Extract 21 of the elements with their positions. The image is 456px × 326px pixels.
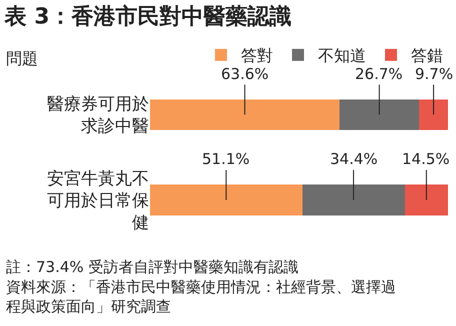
data-label: 26.7%: [355, 65, 403, 83]
y-tick-label: 安宮牛黃丸不可用於日常保健: [47, 168, 149, 234]
legend-label: 答錯: [411, 46, 443, 66]
data-label: 9.7%: [415, 65, 454, 83]
bar: [340, 99, 420, 130]
source-note: 資料來源：「香港市民中醫藥使用情況：社經背景、選擇過程與政策面向」研究調查: [6, 278, 396, 316]
data-label: 63.6%: [221, 65, 269, 83]
bar: [419, 99, 448, 130]
data-label: 14.5%: [402, 150, 450, 168]
bar: [150, 184, 302, 216]
data-label: 34.4%: [330, 150, 378, 168]
bar: [150, 99, 340, 130]
legend-label: 答對: [241, 46, 273, 66]
text: 問題: [6, 49, 38, 68]
chart-title: 表 3：香港市民對中醫藥認識: [4, 4, 292, 30]
text: 註：73.4% 受訪者自評對中醫藥知識有認識: [6, 258, 298, 276]
legend-label: 不知道: [318, 46, 366, 66]
bar: [302, 184, 405, 216]
bar: [404, 184, 448, 216]
data-label: 51.1%: [202, 150, 250, 168]
y-tick-label: 醫療券可用於求診中醫: [47, 94, 149, 137]
